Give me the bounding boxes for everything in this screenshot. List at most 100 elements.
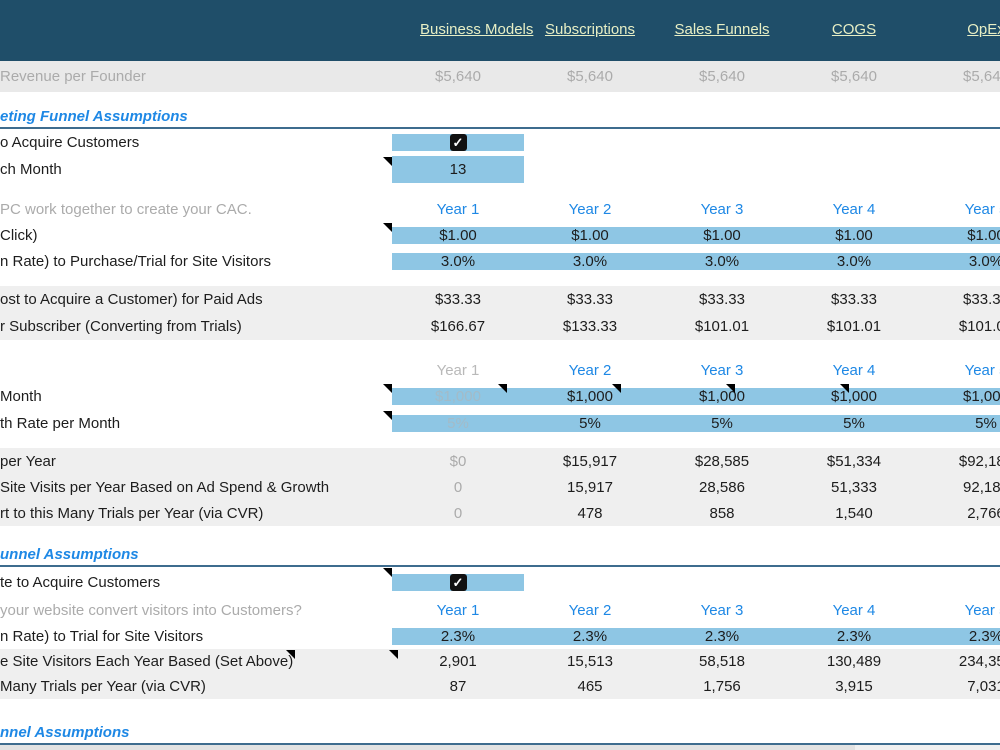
site-trials-row: Many Trials per Year (via CVR) 87 465 1,… bbox=[0, 674, 1000, 699]
year-header: Year 4 bbox=[832, 200, 876, 218]
year-header: Year 1 bbox=[436, 602, 480, 619]
growth-input-cell[interactable]: 5% bbox=[579, 414, 601, 432]
value-cell: $101.01 bbox=[958, 318, 1000, 335]
cvr-input-cell[interactable]: 3.0% bbox=[836, 253, 872, 270]
value-cell: 15,917 bbox=[567, 478, 613, 496]
ad-spend-input-cell[interactable]: $1,000 bbox=[699, 388, 745, 405]
value-cell: $133.33 bbox=[562, 318, 618, 335]
row-label: Site Visits per Year Based on Ad Spend &… bbox=[0, 478, 330, 496]
cvr-input-cell[interactable]: 2.3% bbox=[704, 627, 740, 645]
cac-paid-ads-row: ost to Acquire a Customer) for Paid Ads … bbox=[0, 286, 1000, 313]
use-website-row: te to Acquire Customers ✓ bbox=[0, 567, 1000, 598]
ad-spend-input-cell[interactable]: $1,000 bbox=[567, 388, 613, 405]
row-label: n Rate) to Purchase/Trial for Site Visit… bbox=[0, 253, 271, 270]
cvr-input-cell[interactable]: 3.0% bbox=[968, 253, 1000, 270]
growth-input-cell[interactable]: 5% bbox=[843, 414, 865, 432]
value-cell: 58,518 bbox=[699, 653, 745, 670]
row-label: o Acquire Customers bbox=[0, 134, 140, 151]
row-label: ch Month bbox=[0, 161, 62, 178]
value-cell: $5,640 bbox=[567, 68, 613, 85]
value-cell: 2,901 bbox=[439, 653, 477, 670]
cvr-input-cell[interactable]: 2.3% bbox=[836, 627, 872, 645]
cpc-input-cell[interactable]: $1.00 bbox=[439, 226, 477, 244]
section-title-text: eting Funnel Assumptions bbox=[0, 108, 188, 125]
cvr-input-cell[interactable]: 2.3% bbox=[572, 627, 608, 645]
value-cell: $92,186 bbox=[958, 452, 1000, 470]
value-cell: $33.33 bbox=[963, 291, 1000, 308]
note-triangle-icon bbox=[383, 568, 392, 577]
note-triangle-icon bbox=[726, 384, 735, 393]
note-triangle-icon bbox=[612, 384, 621, 393]
value-cell: 858 bbox=[709, 504, 735, 522]
value-cell: 0 bbox=[453, 478, 463, 496]
value-cell: 478 bbox=[577, 504, 603, 522]
value-cell: $0 bbox=[449, 452, 467, 470]
year-header: Year 4 bbox=[832, 602, 876, 619]
value-cell: 2,766 bbox=[967, 504, 1000, 522]
value-cell: 15,513 bbox=[567, 653, 613, 670]
checkbox-checked-icon[interactable]: ✓ bbox=[449, 134, 467, 151]
row-label: n Rate) to Trial for Site Visitors bbox=[0, 627, 204, 645]
year-header: Year 5 bbox=[964, 602, 1000, 619]
cpc-input-cell[interactable]: $1.00 bbox=[835, 226, 873, 244]
row-label: e Site Visitors Each Year Based (Set Abo… bbox=[0, 653, 294, 670]
row-label: Revenue per Founder bbox=[0, 68, 146, 85]
cvr-input-cell[interactable]: 3.0% bbox=[440, 253, 476, 270]
row-label: te to Acquire Customers bbox=[0, 574, 161, 591]
value-cell: 465 bbox=[577, 678, 603, 695]
revenue-per-founder-row: Revenue per Founder $5,640 $5,640 $5,640… bbox=[0, 61, 1000, 92]
growth-input-cell[interactable]: 5% bbox=[975, 414, 997, 432]
growth-rate-row: th Rate per Month 5% 5% 5% 5% 5% bbox=[0, 410, 1000, 436]
value-cell: $5,640 bbox=[963, 68, 1000, 85]
nav-link-opex[interactable]: OpEx bbox=[967, 21, 1000, 39]
year-header: Year 3 bbox=[700, 602, 744, 619]
cpc-input-cell[interactable]: $1.00 bbox=[967, 226, 1000, 244]
cvr-input-cell[interactable]: 3.0% bbox=[704, 253, 740, 270]
nav-link-cogs[interactable]: COGS bbox=[831, 21, 877, 39]
nav-link-business-models[interactable]: Business Models bbox=[420, 21, 534, 39]
cvr-input-cell[interactable]: 3.0% bbox=[572, 253, 608, 270]
year-header: Year 5 bbox=[964, 361, 1000, 379]
cvr-input-cell[interactable]: 2.3% bbox=[440, 627, 476, 645]
year-header-row-2: Year 1 Year 2 Year 3 Year 4 Year 5 bbox=[0, 357, 1000, 383]
month-input-cell[interactable]: 13 bbox=[392, 156, 524, 183]
note-triangle-icon bbox=[286, 650, 295, 659]
value-cell: $33.33 bbox=[435, 291, 481, 308]
year-header: Year 4 bbox=[832, 361, 876, 379]
year-header: Year 1 bbox=[436, 361, 480, 379]
growth-input-cell[interactable]: 5% bbox=[711, 414, 733, 432]
section-title-text: nnel Assumptions bbox=[0, 724, 130, 741]
value-cell: 1,756 bbox=[703, 678, 741, 695]
cac-subscriber-row: r Subscriber (Converting from Trials) $1… bbox=[0, 313, 1000, 340]
site-visitors-row: e Site Visitors Each Year Based (Set Abo… bbox=[0, 649, 1000, 674]
value-cell: $166.67 bbox=[430, 318, 486, 335]
growth-input-cell[interactable]: 5% bbox=[447, 414, 469, 432]
cpc-input-cell[interactable]: $1.00 bbox=[571, 226, 609, 244]
ad-spend-input-cell[interactable]: $1,000 bbox=[435, 388, 481, 405]
section-title-website-funnel: unnel Assumptions bbox=[0, 544, 1000, 567]
ad-spend-input-cell[interactable]: $1,000 bbox=[831, 388, 877, 405]
value-cell: 130,489 bbox=[826, 653, 882, 670]
use-paid-ads-row: o Acquire Customers ✓ bbox=[0, 129, 1000, 156]
value-cell: 28,586 bbox=[699, 478, 745, 496]
paid-site-visits-row: Site Visits per Year Based on Ad Spend &… bbox=[0, 474, 1000, 500]
year-header: Year 2 bbox=[568, 602, 612, 619]
section-title-marketing-funnel: eting Funnel Assumptions bbox=[0, 106, 1000, 129]
nav-link-sales-funnels[interactable]: Sales Funnels bbox=[674, 21, 770, 39]
value-cell: 87 bbox=[449, 678, 467, 695]
year-header: Year 3 bbox=[700, 200, 744, 218]
value-cell: $5,640 bbox=[699, 68, 745, 85]
year-header: Year 5 bbox=[964, 200, 1000, 218]
cpc-row: Click) $1.00 $1.00 $1.00 $1.00 $1.00 bbox=[0, 222, 1000, 248]
checkbox-checked-icon[interactable]: ✓ bbox=[449, 574, 467, 591]
nav-link-subscriptions[interactable]: Subscriptions bbox=[544, 21, 636, 39]
helper-note: your website convert visitors into Custo… bbox=[0, 602, 302, 619]
row-label: Month bbox=[0, 388, 42, 405]
value-cell: 92,186 bbox=[963, 478, 1000, 496]
ad-spend-input-cell[interactable]: $1,000 bbox=[963, 388, 1000, 405]
cpc-input-cell[interactable]: $1.00 bbox=[703, 226, 741, 244]
cvr-input-cell[interactable]: 2.3% bbox=[968, 627, 1000, 645]
note-triangle-icon bbox=[498, 384, 507, 393]
